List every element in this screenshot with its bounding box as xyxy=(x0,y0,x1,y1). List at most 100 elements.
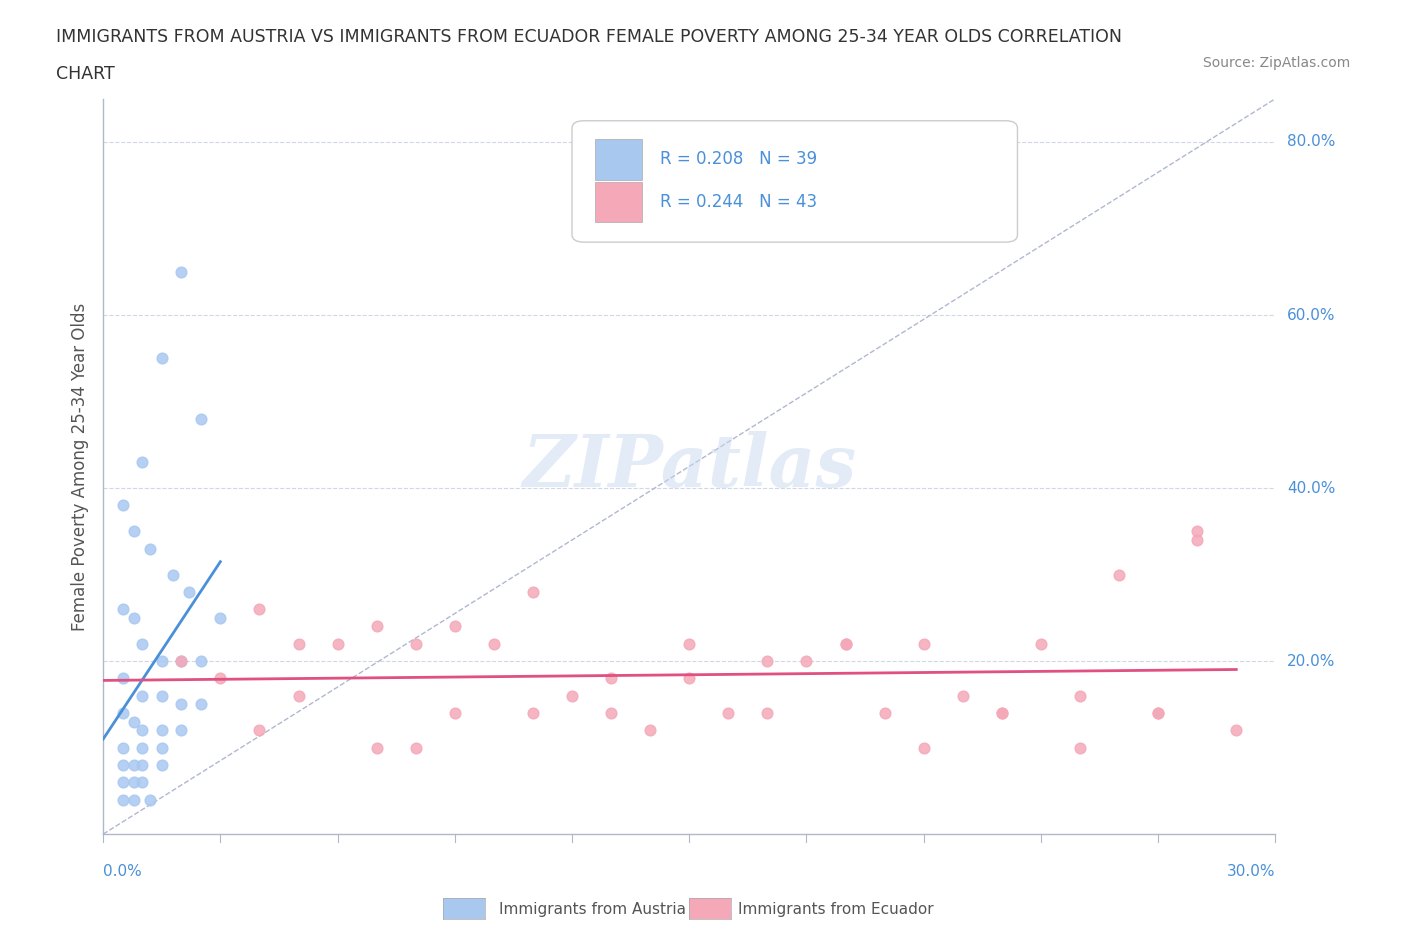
Point xyxy=(249,723,271,737)
Point xyxy=(150,740,173,755)
Point xyxy=(638,723,661,737)
Point xyxy=(139,541,162,556)
Point xyxy=(124,775,146,790)
Point xyxy=(111,498,134,512)
Point xyxy=(912,636,935,651)
Point xyxy=(139,792,162,807)
Point xyxy=(131,775,153,790)
Point xyxy=(443,706,465,721)
Point xyxy=(405,740,427,755)
Point xyxy=(131,723,153,737)
Point xyxy=(124,714,146,729)
Point xyxy=(190,697,212,711)
Point xyxy=(482,636,505,651)
Point xyxy=(190,411,212,426)
Point xyxy=(124,758,146,773)
Point xyxy=(162,567,184,582)
Point xyxy=(131,636,153,651)
Point xyxy=(131,740,153,755)
Point xyxy=(1069,740,1091,755)
Point xyxy=(131,688,153,703)
Text: 40.0%: 40.0% xyxy=(1286,481,1336,496)
Text: Immigrants from Ecuador: Immigrants from Ecuador xyxy=(738,902,934,917)
Point xyxy=(111,740,134,755)
Text: R = 0.244   N = 43: R = 0.244 N = 43 xyxy=(659,193,817,211)
Point xyxy=(131,455,153,470)
Point xyxy=(170,697,193,711)
Point xyxy=(326,636,349,651)
Text: CHART: CHART xyxy=(56,65,115,83)
Text: 20.0%: 20.0% xyxy=(1286,654,1336,669)
Text: R = 0.208   N = 39: R = 0.208 N = 39 xyxy=(659,150,817,168)
Point xyxy=(170,723,193,737)
Point xyxy=(124,792,146,807)
Point xyxy=(873,706,896,721)
Point xyxy=(991,706,1014,721)
Text: IMMIGRANTS FROM AUSTRIA VS IMMIGRANTS FROM ECUADOR FEMALE POVERTY AMONG 25-34 YE: IMMIGRANTS FROM AUSTRIA VS IMMIGRANTS FR… xyxy=(56,28,1122,46)
Text: Source: ZipAtlas.com: Source: ZipAtlas.com xyxy=(1202,56,1350,70)
Point xyxy=(177,584,200,599)
Point xyxy=(834,636,856,651)
Point xyxy=(366,619,388,634)
Text: 0.0%: 0.0% xyxy=(103,864,142,879)
Point xyxy=(405,636,427,651)
Point xyxy=(190,654,212,669)
Point xyxy=(131,758,153,773)
Point xyxy=(249,602,271,617)
Point xyxy=(678,671,700,685)
Y-axis label: Female Poverty Among 25-34 Year Olds: Female Poverty Among 25-34 Year Olds xyxy=(72,302,89,631)
Point xyxy=(1029,636,1052,651)
Text: 80.0%: 80.0% xyxy=(1286,135,1336,150)
Text: Immigrants from Austria: Immigrants from Austria xyxy=(499,902,686,917)
Point xyxy=(522,584,544,599)
Text: ZIPatlas: ZIPatlas xyxy=(522,431,856,502)
Point xyxy=(111,792,134,807)
Point xyxy=(209,610,232,625)
Point xyxy=(834,636,856,651)
Point xyxy=(209,671,232,685)
Point xyxy=(287,636,309,651)
Point xyxy=(170,654,193,669)
Point xyxy=(756,706,779,721)
Point xyxy=(150,723,173,737)
Point xyxy=(912,740,935,755)
Text: 30.0%: 30.0% xyxy=(1227,864,1275,879)
Point xyxy=(600,706,623,721)
FancyBboxPatch shape xyxy=(596,181,643,222)
Point xyxy=(150,351,173,365)
Point xyxy=(522,706,544,721)
Point xyxy=(366,740,388,755)
Point xyxy=(111,671,134,685)
Point xyxy=(561,688,583,703)
Point xyxy=(717,706,740,721)
Point xyxy=(756,654,779,669)
Point xyxy=(111,775,134,790)
Point xyxy=(287,688,309,703)
Point xyxy=(124,610,146,625)
Point xyxy=(1225,723,1247,737)
Text: 60.0%: 60.0% xyxy=(1286,308,1336,323)
FancyBboxPatch shape xyxy=(572,121,1018,242)
Point xyxy=(170,654,193,669)
Point xyxy=(1147,706,1170,721)
Point xyxy=(1187,533,1209,548)
Point xyxy=(170,264,193,279)
Point xyxy=(991,706,1014,721)
Point xyxy=(150,758,173,773)
Point xyxy=(796,654,818,669)
Point xyxy=(952,688,974,703)
Point xyxy=(150,688,173,703)
FancyBboxPatch shape xyxy=(596,140,643,179)
Point xyxy=(1069,688,1091,703)
Point xyxy=(1108,567,1130,582)
Point xyxy=(150,654,173,669)
Point xyxy=(111,758,134,773)
Point xyxy=(124,524,146,538)
Point xyxy=(111,602,134,617)
Point xyxy=(1147,706,1170,721)
Point xyxy=(443,619,465,634)
Point xyxy=(600,671,623,685)
Point xyxy=(111,706,134,721)
Point xyxy=(1187,524,1209,538)
Point xyxy=(678,636,700,651)
